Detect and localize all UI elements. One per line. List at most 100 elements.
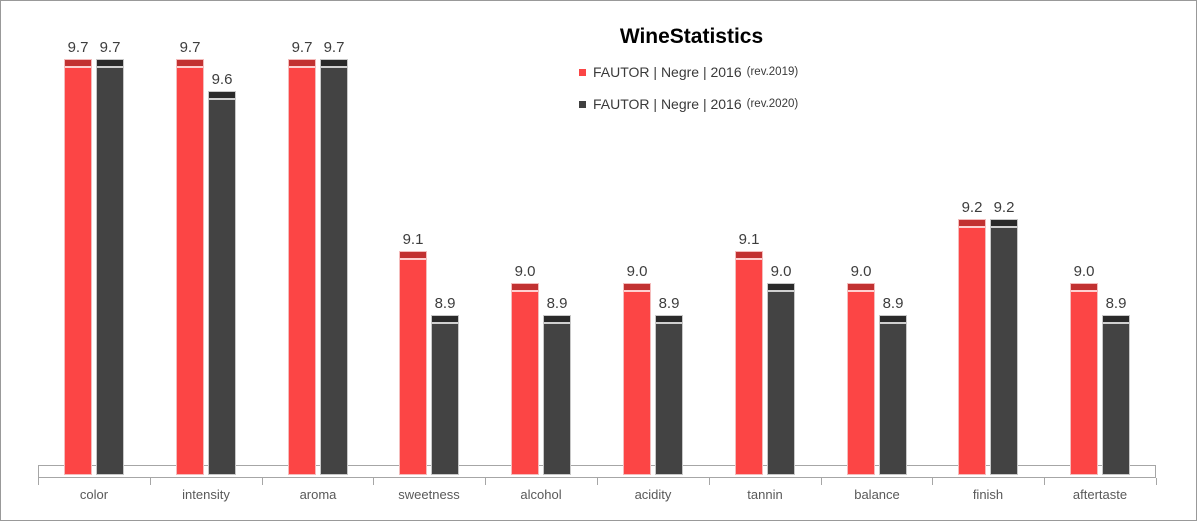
bar-rev2019-intensity	[176, 59, 204, 475]
bar-cap	[768, 284, 794, 290]
value-label-rev2020-acidity: 8.9	[658, 295, 680, 312]
legend: FAUTOR | Negre | 2016 (rev.2019) FAUTOR …	[579, 64, 799, 129]
bar-cap-separator	[1071, 290, 1097, 292]
bar-cap	[209, 92, 235, 98]
axis-tick	[262, 478, 263, 485]
bar-cap	[65, 60, 91, 66]
value-label-rev2020-balance: 8.9	[882, 295, 904, 312]
bar-rev2020-alcohol	[543, 315, 571, 475]
bar-cap-separator	[544, 322, 570, 324]
bar-cap-separator	[991, 226, 1017, 228]
axis-tick	[373, 478, 374, 485]
bar-rev2019-alcohol	[511, 283, 539, 475]
axis-tick	[821, 478, 822, 485]
bar-cap-separator	[177, 66, 203, 68]
category-label-aftertaste: aftertaste	[1072, 487, 1128, 502]
category-label-finish: finish	[972, 487, 1004, 502]
bar-cap	[1103, 316, 1129, 322]
bar-cap	[97, 60, 123, 66]
axis-tick	[38, 478, 39, 485]
legend-marker-rev2019-icon	[579, 68, 586, 76]
bar-cap	[321, 60, 347, 66]
bar-cap-separator	[65, 66, 91, 68]
bar-rev2020-acidity	[655, 315, 683, 475]
bar-rev2020-intensity	[208, 91, 236, 475]
bar-cap	[991, 220, 1017, 226]
category-label-tannin: tannin	[747, 487, 783, 502]
bar-cap-separator	[432, 322, 458, 324]
bar-rev2020-aroma	[320, 59, 348, 475]
bar-cap	[544, 316, 570, 322]
bar-rev2020-aftertaste	[1102, 315, 1130, 475]
value-label-rev2020-finish: 9.2	[993, 199, 1015, 216]
bar-cap-separator	[512, 290, 538, 292]
legend-suffix: (rev.2020)	[746, 98, 799, 110]
axis-tick	[597, 478, 598, 485]
value-label-rev2019-balance: 9.0	[850, 263, 872, 280]
bar-cap	[289, 60, 315, 66]
bar-rev2020-finish	[990, 219, 1018, 475]
bar-rev2019-color	[64, 59, 92, 475]
value-label-rev2019-finish: 9.2	[961, 199, 983, 216]
bar-cap	[959, 220, 985, 226]
legend-suffix: (rev.2019)	[746, 66, 799, 78]
bar-rev2019-aroma	[288, 59, 316, 475]
value-label-rev2020-tannin: 9.0	[770, 263, 792, 280]
bar-rev2019-balance	[847, 283, 875, 475]
bar-cap-separator	[848, 290, 874, 292]
value-label-rev2019-tannin: 9.1	[738, 231, 760, 248]
bar-rev2020-color	[96, 59, 124, 475]
bar-cap-separator	[289, 66, 315, 68]
bar-cap-separator	[768, 290, 794, 292]
bar-cap-separator	[1103, 322, 1129, 324]
value-label-rev2020-aroma: 9.7	[323, 39, 345, 56]
legend-label: FAUTOR | Negre | 2016	[593, 64, 742, 80]
bar-cap-separator	[321, 66, 347, 68]
bar-cap-separator	[736, 258, 762, 260]
bar-rev2019-sweetness	[399, 251, 427, 475]
bar-cap	[432, 316, 458, 322]
value-label-rev2019-color: 9.7	[67, 39, 89, 56]
category-label-alcohol: alcohol	[520, 487, 562, 502]
value-label-rev2020-sweetness: 8.9	[434, 295, 456, 312]
category-label-intensity: intensity	[182, 487, 230, 502]
bar-cap	[512, 284, 538, 290]
legend-label: FAUTOR | Negre | 2016	[593, 96, 742, 112]
axis-tick	[485, 478, 486, 485]
bar-cap	[848, 284, 874, 290]
category-label-color: color	[79, 487, 109, 502]
bar-cap	[880, 316, 906, 322]
bar-cap-separator	[209, 98, 235, 100]
legend-item-rev2019: FAUTOR | Negre | 2016 (rev.2019)	[579, 64, 799, 80]
axis-tick	[932, 478, 933, 485]
bar-cap-separator	[97, 66, 123, 68]
axis-tick	[150, 478, 151, 485]
legend-item-rev2020: FAUTOR | Negre | 2016 (rev.2020)	[579, 96, 799, 112]
category-label-sweetness: sweetness	[398, 487, 460, 502]
bar-cap	[400, 252, 426, 258]
bar-cap	[656, 316, 682, 322]
value-label-rev2019-aftertaste: 9.0	[1073, 263, 1095, 280]
bar-cap	[177, 60, 203, 66]
category-label-aroma: aroma	[299, 487, 337, 502]
bar-cap	[624, 284, 650, 290]
axis-tick	[1044, 478, 1045, 485]
axis-floor-band	[38, 465, 1156, 478]
legend-marker-rev2020-icon	[579, 100, 586, 108]
category-label-acidity: acidity	[634, 487, 672, 502]
axis-tick	[709, 478, 710, 485]
bar-cap	[1071, 284, 1097, 290]
value-label-rev2019-sweetness: 9.1	[402, 231, 424, 248]
bar-rev2019-finish	[958, 219, 986, 475]
value-label-rev2020-aftertaste: 8.9	[1105, 295, 1127, 312]
bar-rev2019-acidity	[623, 283, 651, 475]
bar-cap-separator	[400, 258, 426, 260]
value-label-rev2019-intensity: 9.7	[179, 39, 201, 56]
value-label-rev2020-color: 9.7	[99, 39, 121, 56]
bar-rev2020-sweetness	[431, 315, 459, 475]
value-label-rev2020-intensity: 9.6	[211, 71, 233, 88]
bar-cap-separator	[624, 290, 650, 292]
value-label-rev2019-aroma: 9.7	[291, 39, 313, 56]
bar-cap-separator	[959, 226, 985, 228]
